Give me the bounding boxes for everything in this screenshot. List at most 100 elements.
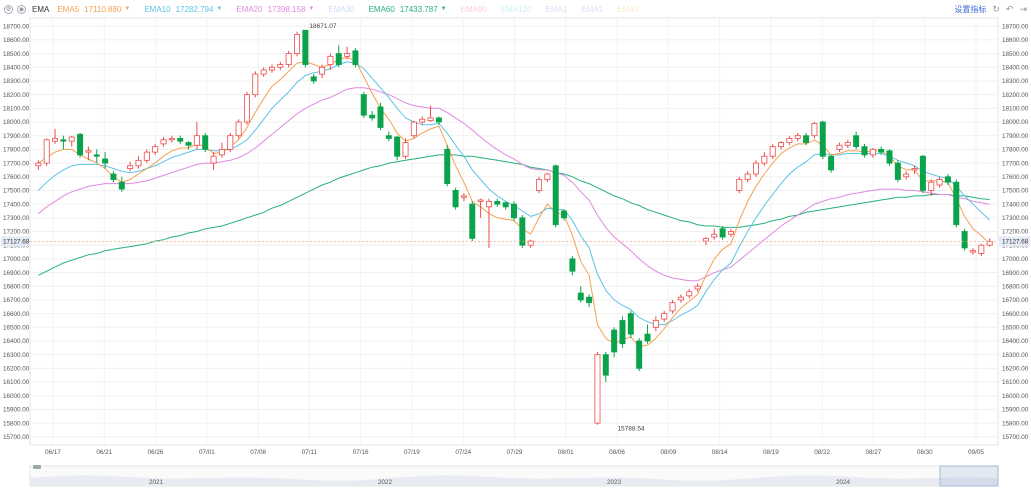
candle-body[interactable] [569, 258, 576, 272]
candle-body[interactable] [652, 320, 659, 328]
candle-body[interactable] [978, 244, 985, 254]
candle-body[interactable] [469, 203, 476, 239]
candle-body[interactable] [52, 138, 59, 142]
candle-body[interactable] [319, 66, 326, 75]
candle-body[interactable] [252, 73, 259, 96]
candle-body[interactable] [360, 94, 367, 116]
candle-body[interactable] [35, 162, 42, 167]
candle-body[interactable] [127, 165, 134, 169]
candle-body[interactable] [928, 181, 935, 191]
legend-item-ema1-8[interactable]: EMA1 [581, 5, 603, 14]
candle-body[interactable] [828, 155, 835, 171]
legend-item-ema1-7[interactable]: EMA1 [546, 5, 568, 14]
candle-body[interactable] [43, 139, 50, 164]
candle-body[interactable] [602, 354, 609, 376]
candle-body[interactable] [335, 53, 342, 65]
candle-body[interactable] [611, 329, 618, 353]
candle-body[interactable] [285, 53, 292, 65]
legend-item-ema90-5[interactable]: EMA90 [461, 5, 487, 14]
candle-body[interactable] [344, 53, 351, 57]
candle-body[interactable] [168, 138, 175, 141]
legend-item-ema1-9[interactable]: EMA1 [617, 5, 639, 14]
candle-body[interactable] [85, 150, 92, 153]
candle-body[interactable] [394, 136, 401, 157]
candle-body[interactable] [202, 135, 209, 150]
candle-body[interactable] [577, 292, 584, 301]
candle-body[interactable] [811, 122, 818, 137]
candle-body[interactable] [218, 148, 225, 156]
candle-body[interactable] [369, 114, 376, 119]
candle-body[interactable] [77, 133, 84, 156]
candle-body[interactable] [844, 142, 851, 146]
candle-body[interactable] [561, 210, 568, 219]
candle-body[interactable] [694, 285, 701, 290]
candle-body[interactable] [444, 148, 451, 184]
candle-body[interactable] [452, 190, 459, 208]
candle-body[interactable] [869, 148, 876, 156]
candle-body[interactable] [803, 135, 810, 143]
visibility-icon[interactable]: ◉ [17, 4, 26, 14]
candle-body[interactable] [986, 241, 993, 246]
candle-body[interactable] [193, 135, 200, 146]
candle-body[interactable] [269, 66, 275, 71]
candle-body[interactable] [853, 135, 860, 148]
candle-body[interactable] [502, 202, 509, 208]
legend-item-ema20-2[interactable]: EMA20 17398.158 ▼ [236, 5, 314, 14]
candle-body[interactable] [243, 94, 250, 123]
candle-body[interactable] [143, 151, 150, 161]
candle-body[interactable] [110, 173, 117, 180]
candle-body[interactable] [702, 237, 709, 242]
navigator-handle-left[interactable] [33, 465, 41, 469]
legend-item-ema120-6[interactable]: EMA120 [501, 5, 532, 14]
candle-body[interactable] [485, 200, 492, 208]
candle-body[interactable] [135, 159, 142, 167]
candle-body[interactable] [936, 179, 943, 186]
refresh-icon[interactable]: ↻ [992, 4, 1000, 14]
candle-body[interactable] [494, 200, 501, 205]
candle-body[interactable] [594, 354, 601, 424]
indicator-name[interactable]: EMA [32, 4, 50, 14]
candle-body[interactable] [260, 69, 267, 75]
candle-body[interactable] [460, 195, 467, 198]
candle-body[interactable] [711, 233, 718, 238]
candle-body[interactable] [661, 313, 668, 320]
candle-body[interactable] [686, 291, 693, 297]
chevron-down-icon[interactable]: ▼ [308, 6, 315, 12]
candle-body[interactable] [118, 181, 125, 190]
candle-body[interactable] [744, 173, 751, 180]
undo-icon[interactable]: ↶ [1005, 4, 1014, 14]
candle-body[interactable] [210, 155, 217, 164]
candle-body[interactable] [878, 148, 885, 153]
candle-body[interactable] [627, 313, 634, 335]
candle-body[interactable] [961, 231, 968, 249]
candle-body[interactable] [477, 199, 484, 202]
candle-body[interactable] [102, 158, 109, 164]
legend-item-ema10-1[interactable]: EMA10 17282.794 ▼ [144, 5, 222, 14]
candle-body[interactable] [753, 162, 759, 175]
candle-body[interactable] [519, 217, 526, 246]
legend-item-ema60-4[interactable]: EMA60 17433.787 ▼ [369, 5, 447, 14]
candle-body[interactable] [385, 135, 392, 139]
candle-body[interactable] [235, 121, 242, 137]
chevron-down-icon[interactable]: ▼ [440, 6, 447, 12]
candle-body[interactable] [919, 155, 926, 191]
candle-body[interactable] [277, 64, 284, 68]
candle-body[interactable] [310, 76, 317, 82]
candle-body[interactable] [969, 250, 976, 253]
candle-body[interactable] [911, 168, 918, 171]
chevron-down-icon[interactable]: ▼ [124, 6, 131, 12]
candle-body[interactable] [402, 142, 409, 157]
candle-body[interactable] [511, 203, 517, 219]
candle-body[interactable] [185, 142, 192, 146]
legend-item-ema30-3[interactable]: EMA30 [328, 5, 354, 14]
candle-body[interactable] [953, 181, 960, 226]
candle-body[interactable] [903, 173, 910, 178]
candle-body[interactable] [152, 146, 159, 153]
candle-body[interactable] [410, 121, 417, 137]
candle-body[interactable] [736, 179, 743, 191]
chevron-down-icon[interactable]: ▼ [216, 6, 223, 12]
legend-item-ema5-0[interactable]: EMA5 17110.880 ▼ [57, 5, 130, 14]
candle-body[interactable] [786, 138, 793, 143]
candle-body[interactable] [944, 176, 951, 183]
